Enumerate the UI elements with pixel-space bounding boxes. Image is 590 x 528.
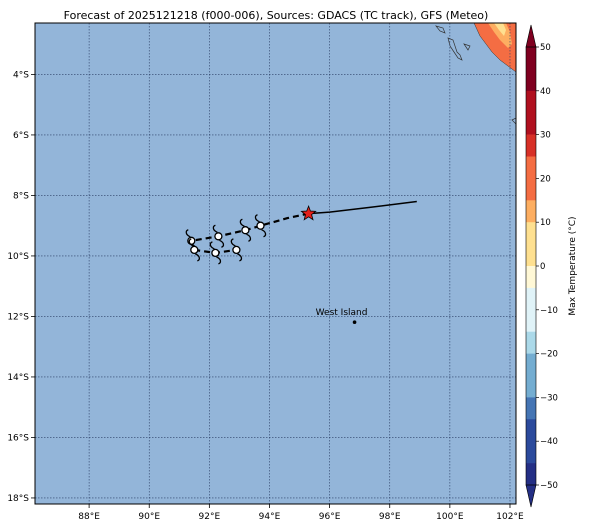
colorbar-band [526,375,536,398]
storm-symbols [185,214,267,265]
figure-title: Forecast of 2025121218 (f000-006), Sourc… [64,9,489,22]
y-tick-label: 12°S [7,312,29,322]
colorbar-min-extension [525,484,537,508]
y-tick-label: 6°S [13,131,29,141]
colorbar-tick-label: −10 [540,306,558,316]
y-tick-label: 4°S [13,70,29,80]
tropical-cyclone-icon [254,214,267,238]
x-tick-label: 94°E [259,512,281,522]
island-outline-4 [511,117,516,125]
x-tick-label: 90°E [138,512,160,522]
tropical-cyclone-icon [239,218,252,242]
y-tick-label: 8°S [13,191,29,201]
map-frame [34,22,517,505]
colorbar-band [526,178,536,201]
colorbar-band [526,112,536,135]
colorbar-tick-label: −20 [540,350,558,360]
x-tick-label: 100°E [436,512,464,522]
colorbar-tick-label: 10 [540,218,551,228]
x-tick-label: 102°E [496,512,524,522]
colorbar-max-extension [525,24,537,48]
colorbar-tick-label: −30 [540,393,558,403]
current-position-star [300,204,317,221]
land-hottest-core [494,23,506,36]
colorbar-band [526,397,536,420]
colorbar-band [526,244,536,267]
y-axis: 4°S 6°S 8°S 10°S 12°S 14°S 16°S 18°S [7,70,35,504]
colorbar-tick-label: 20 [540,174,551,184]
west-island-label: West Island [316,308,368,318]
island-outline-2 [447,37,463,61]
colorbar-band [526,331,536,354]
island-outline-1 [435,25,446,34]
colorbar-band [526,200,536,223]
colorbar-band [526,287,536,311]
colorbar-band [526,309,536,332]
y-tick-label: 10°S [7,252,29,262]
colorbar-tick-label: −40 [540,437,558,447]
tropical-cyclone-icon [230,238,243,262]
colorbar-band [526,156,536,179]
colorbar-label: Max Temperature (°C) [568,216,578,315]
colorbar-band [526,68,536,92]
tropical-cyclone-icon [188,238,200,262]
graticule [35,23,516,504]
y-tick-label: 14°S [7,373,29,383]
x-axis: 88°E 90°E 92°E 94°E 96°E 98°E 100°E 102°E [78,504,524,522]
tropical-cyclone-icon [209,241,222,265]
colorbar-band [526,266,536,289]
colorbar-band [526,134,536,157]
x-tick-label: 96°E [319,512,341,522]
map-panel[interactable]: West Island [34,22,517,505]
ocean-background [35,23,516,504]
past-track-line [308,200,417,215]
colorbar-bands [525,24,537,508]
tropical-cyclone-icon [212,224,225,248]
colorbar-tick-label: 0 [540,262,545,272]
land-overlays [435,23,516,125]
y-tick-label: 18°S [7,494,29,504]
land-hot-core [488,23,512,48]
colorbar-band [526,47,536,70]
colorbar-tick-label: −50 [540,481,558,491]
x-tick-label: 88°E [78,512,100,522]
x-tick-label: 98°E [379,512,401,522]
island-outline-3 [463,43,471,51]
colorbar-ticks: 50 40 30 20 10 0 −10 −20 −30 −40 −50 [536,43,558,491]
colorbar-tick-label: 50 [540,43,551,53]
y-tick-label: 16°S [7,433,29,443]
colorbar-band [526,90,536,113]
west-island-marker [352,320,357,324]
colorbar-tick-label: 30 [540,131,551,141]
x-tick-label: 92°E [199,512,221,522]
colorbar-band [526,463,536,486]
colorbar-band [526,419,536,442]
colorbar: 50 40 30 20 10 0 −10 −20 −30 −40 −50 Max Temperatu… [525,24,578,508]
colorbar-band [526,353,536,376]
colorbar-band [526,441,536,464]
colorbar-band [526,222,536,245]
colorbar-tick-label: 40 [540,87,551,97]
